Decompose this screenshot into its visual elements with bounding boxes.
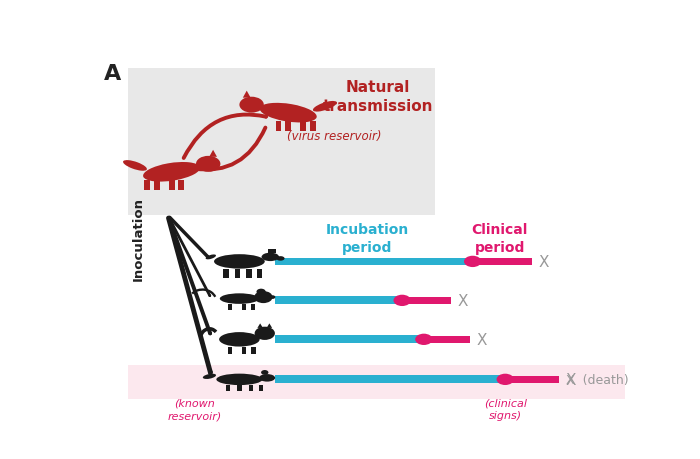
Bar [276,122,281,132]
Text: X  (death): X (death) [566,373,629,386]
Ellipse shape [203,374,216,379]
Bar [257,269,262,278]
Text: Clinical
period: Clinical period [472,223,528,254]
Bar [300,122,306,132]
Text: X: X [458,293,468,308]
Circle shape [464,256,482,268]
FancyArrowPatch shape [183,115,266,159]
Polygon shape [209,151,217,157]
Circle shape [270,296,275,299]
Bar [128,365,624,399]
FancyArrowPatch shape [194,129,265,170]
Bar [241,347,246,355]
Bar [246,269,252,278]
Bar [274,336,424,343]
Bar [402,297,451,304]
Ellipse shape [206,255,216,260]
Polygon shape [258,324,263,328]
Circle shape [261,370,269,375]
Ellipse shape [220,294,259,304]
Ellipse shape [313,102,337,112]
Text: A: A [104,64,121,84]
Bar [237,386,241,391]
FancyArrowPatch shape [169,218,210,296]
Text: X: X [477,332,487,347]
Ellipse shape [259,374,275,382]
Polygon shape [243,91,251,98]
Polygon shape [267,324,272,328]
Bar [128,69,435,216]
Bar [225,386,230,391]
Circle shape [496,374,514,385]
Bar [473,258,532,265]
Ellipse shape [260,104,316,123]
Bar [234,269,240,278]
Text: Natural
transmission: Natural transmission [323,80,433,113]
Circle shape [256,289,266,295]
Bar [251,347,256,355]
Circle shape [255,327,275,340]
Ellipse shape [262,253,279,262]
Bar [228,304,232,310]
Bar [251,304,255,310]
Bar [505,376,559,383]
Bar [286,122,291,132]
Text: X: X [539,254,550,269]
Circle shape [415,334,433,345]
Circle shape [393,295,411,306]
Ellipse shape [123,161,147,171]
Ellipse shape [143,162,200,182]
Bar [268,250,277,254]
Text: Incubation
period: Incubation period [326,223,409,254]
Circle shape [196,157,220,173]
Circle shape [239,97,264,113]
Bar [274,258,473,266]
Ellipse shape [219,332,260,347]
Bar [154,181,160,190]
Text: (virus reservoir): (virus reservoir) [287,129,382,142]
Text: X: X [566,372,577,387]
Bar [178,181,184,190]
Circle shape [254,291,272,303]
Bar [424,336,470,343]
Bar [309,122,316,132]
Ellipse shape [276,257,285,261]
Bar [228,347,232,355]
FancyArrowPatch shape [169,218,208,257]
Text: (known
reservoir): (known reservoir) [168,398,222,420]
Bar [274,297,402,305]
Bar [241,304,246,310]
Bar [248,386,253,391]
Bar [274,375,505,383]
FancyArrowPatch shape [169,218,210,334]
Bar [259,386,263,391]
FancyArrowPatch shape [169,218,211,373]
Ellipse shape [216,374,262,385]
Bar [144,181,150,190]
Text: (clinical
signs): (clinical signs) [484,398,526,420]
Bar [223,269,229,278]
Bar [169,181,174,190]
Text: Inoculation: Inoculation [132,197,144,281]
Ellipse shape [214,255,265,269]
